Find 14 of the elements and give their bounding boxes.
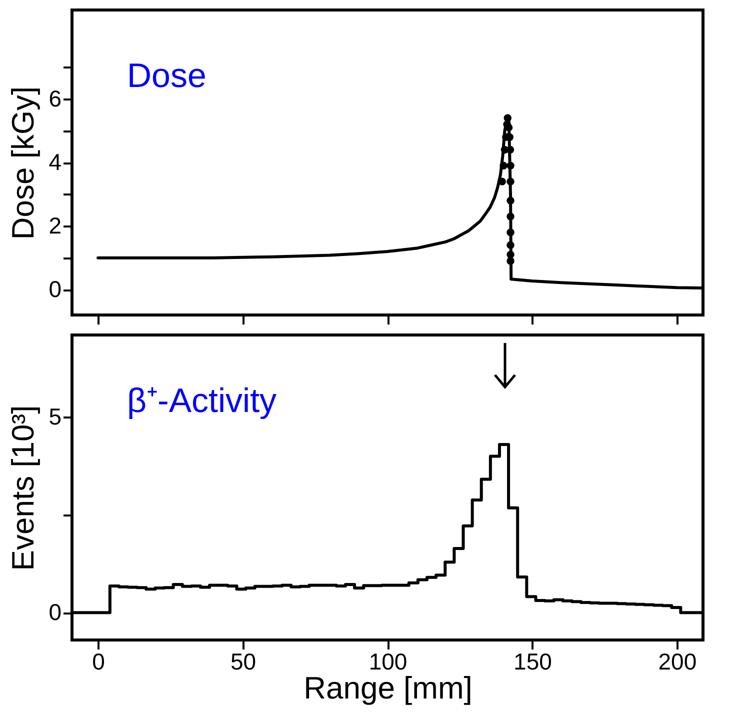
y-tick-label: 2 <box>48 212 62 239</box>
x-tick-label: 0 <box>92 648 105 674</box>
annotation: Dose <box>127 57 206 95</box>
y-axis-title: Events [10³] <box>6 405 41 571</box>
y-axis-title: Dose [kGy] <box>6 86 41 240</box>
x-tick-label: 150 <box>514 648 552 674</box>
y-tick-label: 5 <box>48 404 62 430</box>
y-tick-label: 0 <box>48 599 62 626</box>
y-tick-label: 6 <box>48 85 62 112</box>
x-tick-label: 200 <box>658 648 697 674</box>
x-tick-label: 50 <box>230 648 256 674</box>
annotation: β⁺-Activity <box>127 382 277 420</box>
y-tick-label: 4 <box>48 149 62 175</box>
y-tick-label: 0 <box>48 276 62 302</box>
